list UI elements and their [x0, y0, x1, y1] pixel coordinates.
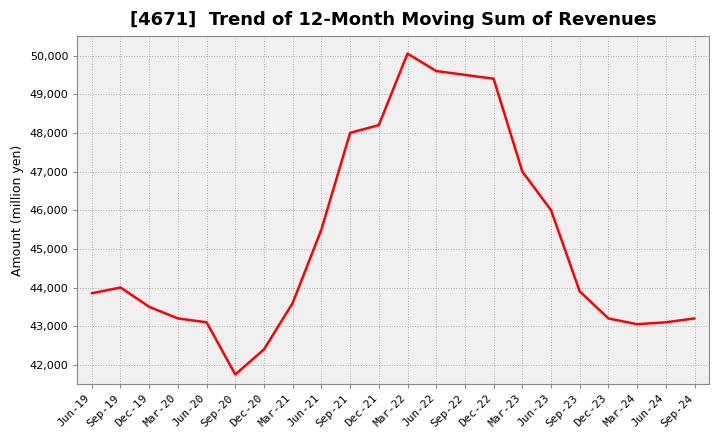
Y-axis label: Amount (million yen): Amount (million yen) [11, 145, 24, 276]
Title: [4671]  Trend of 12-Month Moving Sum of Revenues: [4671] Trend of 12-Month Moving Sum of R… [130, 11, 657, 29]
